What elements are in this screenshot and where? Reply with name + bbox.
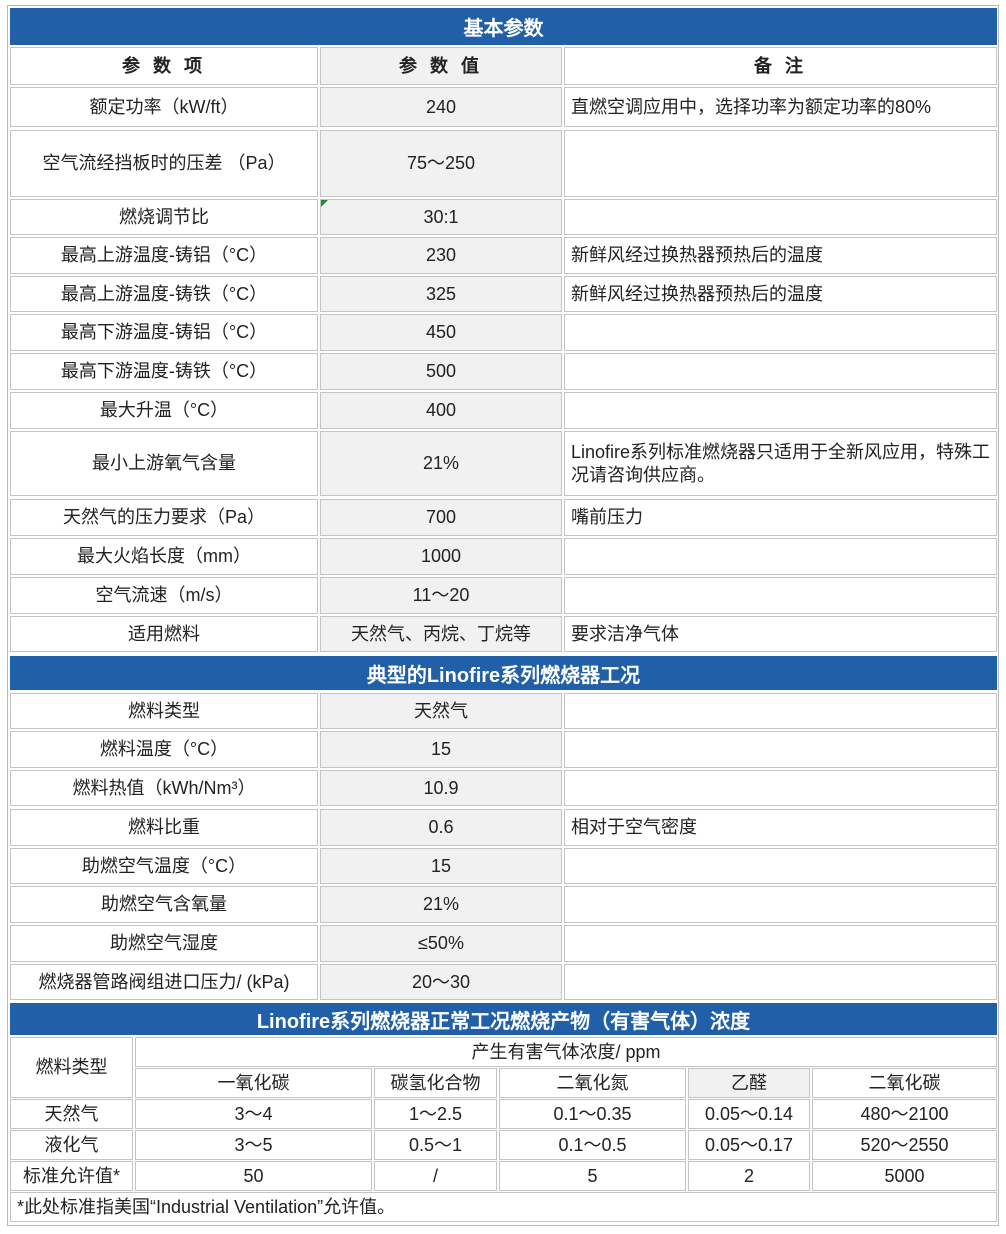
param-note: Linofire系列标准燃烧器只适用于全新风应用，特殊工况请咨询供应商。 (564, 431, 997, 496)
gas-header: 二氧化氮 (499, 1068, 686, 1098)
fuel-header: 燃料类型 (10, 1037, 133, 1098)
param-name: 额定功率（kW/ft） (10, 87, 318, 127)
param-value: 天然气、丙烷、丁烷等 (320, 616, 562, 652)
param-name: 最大升温（°C） (10, 392, 318, 429)
gas-header: 一氧化碳 (135, 1068, 372, 1098)
param-value: ≤50% (320, 925, 562, 962)
param-note (564, 538, 997, 575)
section-title: Linofire系列燃烧器正常工况燃烧产物（有害气体）浓度 (10, 1003, 997, 1035)
param-name: 燃料比重 (10, 809, 318, 846)
column-header: 参 数 项 (10, 47, 318, 85)
param-name: 最高上游温度-铸铝（°C） (10, 237, 318, 274)
param-name: 最高上游温度-铸铁（°C） (10, 276, 318, 312)
param-value: 450 (320, 314, 562, 351)
group-header: 产生有害气体浓度/ ppm (135, 1037, 997, 1067)
param-name: 最高下游温度-铸铁（°C） (10, 353, 318, 390)
param-note (564, 964, 997, 1000)
param-note (564, 353, 997, 390)
param-name: 天然气的压力要求（Pa） (10, 499, 318, 536)
column-header: 参 数 值 (320, 47, 562, 85)
param-note (564, 731, 997, 768)
gas-header: 碳氢化合物 (374, 1068, 497, 1098)
gas-header: 二氧化碳 (812, 1068, 997, 1098)
param-name: 燃料热值（kWh/Nm³） (10, 770, 318, 806)
param-name: 最小上游氧气含量 (10, 431, 318, 496)
gas-value: / (374, 1161, 497, 1191)
fuel-name: 天然气 (10, 1099, 133, 1129)
param-value: 10.9 (320, 770, 562, 806)
param-note (564, 130, 997, 197)
param-name: 燃烧器管路阀组进口压力/ (kPa) (10, 964, 318, 1000)
param-name: 最高下游温度-铸铝（°C） (10, 314, 318, 351)
param-note (564, 392, 997, 429)
param-note: 新鲜风经过换热器预热后的温度 (564, 237, 997, 274)
param-value: 21% (320, 886, 562, 923)
param-note: 相对于空气密度 (564, 809, 997, 846)
param-note (564, 199, 997, 235)
param-value: 21% (320, 431, 562, 496)
param-name: 燃烧调节比 (10, 199, 318, 235)
param-name: 空气流速（m/s） (10, 577, 318, 614)
param-note (564, 886, 997, 923)
param-name: 助燃空气含氧量 (10, 886, 318, 923)
param-value: 天然气 (320, 693, 562, 729)
param-note (564, 577, 997, 614)
param-note (564, 693, 997, 729)
param-value: 400 (320, 392, 562, 429)
param-value: 1000 (320, 538, 562, 575)
param-note (564, 848, 997, 884)
param-name: 最大火焰长度（mm） (10, 538, 318, 575)
frame (7, 5, 999, 1226)
param-name: 助燃空气湿度 (10, 925, 318, 962)
gas-value: 5000 (812, 1161, 997, 1191)
gas-value: 5 (499, 1161, 686, 1191)
param-value: 0.6 (320, 809, 562, 846)
column-header: 备 注 (564, 47, 997, 85)
footnote: *此处标准指美国“Industrial Ventilation”允许值。 (10, 1192, 997, 1222)
param-value: 30:1 (320, 199, 562, 235)
param-value: 75～250 (320, 130, 562, 197)
gas-value: 0.05～0.14 (688, 1099, 810, 1129)
gas-value: 520～2550 (812, 1130, 997, 1160)
gas-value: 50 (135, 1161, 372, 1191)
gas-value: 3～4 (135, 1099, 372, 1129)
param-name: 助燃空气温度（°C） (10, 848, 318, 884)
param-value: 500 (320, 353, 562, 390)
param-note (564, 925, 997, 962)
param-value: 15 (320, 848, 562, 884)
gas-value: 2 (688, 1161, 810, 1191)
param-note: 嘴前压力 (564, 499, 997, 536)
comment-marker (321, 200, 328, 207)
gas-value: 0.05～0.17 (688, 1130, 810, 1160)
param-value: 240 (320, 87, 562, 127)
section-title: 基本参数 (10, 8, 997, 45)
param-name: 适用燃料 (10, 616, 318, 652)
param-name: 燃料温度（°C） (10, 731, 318, 768)
param-note (564, 314, 997, 351)
section-title: 典型的Linofire系列燃烧器工况 (10, 656, 997, 690)
param-value: 325 (320, 276, 562, 312)
param-value: 700 (320, 499, 562, 536)
gas-value: 480～2100 (812, 1099, 997, 1129)
gas-value: 0.1～0.5 (499, 1130, 686, 1160)
param-value: 230 (320, 237, 562, 274)
param-note (564, 770, 997, 806)
gas-value: 0.5～1 (374, 1130, 497, 1160)
param-note: 要求洁净气体 (564, 616, 997, 652)
gas-value: 0.1～0.35 (499, 1099, 686, 1129)
param-name: 燃料类型 (10, 693, 318, 729)
param-value: 20～30 (320, 964, 562, 1000)
gas-value: 3～5 (135, 1130, 372, 1160)
param-value: 11～20 (320, 577, 562, 614)
param-note: 新鲜风经过换热器预热后的温度 (564, 276, 997, 312)
param-name: 空气流经挡板时的压差 （Pa） (10, 130, 318, 197)
fuel-name: 标准允许值* (10, 1161, 133, 1191)
param-value: 15 (320, 731, 562, 768)
gas-value: 1～2.5 (374, 1099, 497, 1129)
param-note: 直燃空调应用中，选择功率为额定功率的80% (564, 87, 997, 127)
gas-header: 乙醛 (688, 1068, 810, 1098)
fuel-name: 液化气 (10, 1130, 133, 1160)
